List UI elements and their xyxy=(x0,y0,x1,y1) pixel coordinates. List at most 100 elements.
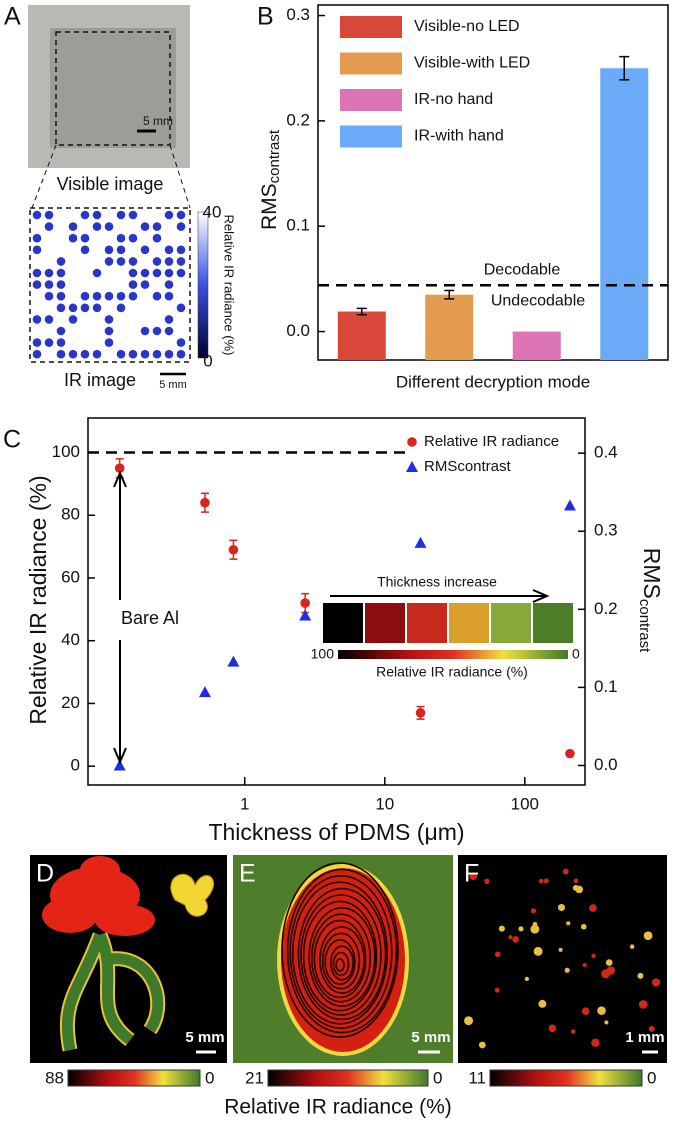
y2-tick-label: 0.3 xyxy=(594,521,618,540)
microdot xyxy=(538,878,544,884)
ridge xyxy=(286,868,398,1034)
microdot xyxy=(605,959,613,966)
ir-dot xyxy=(56,268,66,278)
microdot xyxy=(494,951,501,958)
y-axis-label: Relative IR radiance (%) xyxy=(25,475,51,724)
y2-tick-label: 0.2 xyxy=(594,599,618,618)
microdot xyxy=(533,946,543,956)
ir-dot xyxy=(92,291,102,301)
arrow xyxy=(113,470,127,600)
x-axis-label: Thickness of PDMS (μm) xyxy=(208,819,464,845)
microdot xyxy=(589,904,597,912)
bar xyxy=(425,294,474,360)
ir-dot xyxy=(104,245,114,255)
ir-dot xyxy=(80,233,90,243)
ir-dot xyxy=(56,257,66,266)
microdot xyxy=(494,987,500,993)
microdot xyxy=(581,1007,590,1015)
ir-colorbar xyxy=(197,211,209,359)
caption: Visible image xyxy=(57,174,164,194)
ir-dot xyxy=(44,291,54,301)
microdot xyxy=(524,976,530,982)
point xyxy=(414,536,427,548)
ir-dot xyxy=(32,280,42,289)
legend-label: Visible-no LED xyxy=(414,18,520,35)
ir-dot xyxy=(164,257,174,266)
ir-dot xyxy=(92,349,102,359)
ir-dot xyxy=(56,280,66,289)
ridge xyxy=(329,945,354,981)
x-axis-label: Different decryption mode xyxy=(396,372,590,391)
ir-dot xyxy=(44,222,54,231)
y-tick-label: 0.0 xyxy=(286,321,310,340)
inset-swatch xyxy=(323,603,363,643)
microdot xyxy=(580,923,587,930)
ir-dot xyxy=(56,326,66,336)
ir-dot xyxy=(128,257,138,266)
ridge xyxy=(289,874,393,1029)
microdot xyxy=(530,908,537,914)
legend-label: Visible-with LED xyxy=(414,55,530,72)
point xyxy=(563,499,576,511)
plot-frame xyxy=(317,4,669,361)
ridge xyxy=(324,938,356,985)
legend-swatch xyxy=(340,89,402,111)
microdot xyxy=(643,931,653,941)
microdot xyxy=(558,947,563,952)
colorbar-min: 0 xyxy=(205,1068,214,1087)
ir-dot xyxy=(164,268,174,278)
image-f xyxy=(458,855,667,1063)
ir-dot xyxy=(104,326,114,336)
ir-dot xyxy=(56,291,66,301)
ir-dot xyxy=(176,338,186,347)
x-tick-label: 1 xyxy=(240,794,249,813)
ir-dot xyxy=(68,315,78,324)
ridge xyxy=(335,958,345,972)
ir-dot xyxy=(32,315,42,324)
microdots xyxy=(464,868,661,1049)
y-tick-label: 40 xyxy=(61,630,80,649)
plot-frame xyxy=(87,417,586,786)
microdot xyxy=(638,1000,648,1009)
ir-dot xyxy=(44,338,54,347)
microdot xyxy=(591,1038,600,1047)
ir-dot xyxy=(44,280,54,289)
microdot xyxy=(508,935,513,940)
panel-label: F xyxy=(464,860,479,888)
microdot xyxy=(538,999,547,1008)
ir-dot xyxy=(68,349,78,359)
inset-swatch xyxy=(365,603,405,643)
colorbar-min: 0 xyxy=(647,1068,656,1087)
inset-swatch xyxy=(491,603,531,643)
x-tick-label: 10 xyxy=(375,794,394,813)
y-tick-label: 100 xyxy=(52,442,80,461)
colorbar xyxy=(489,1069,643,1087)
point xyxy=(114,463,125,473)
caption: IR image xyxy=(64,370,136,390)
microdot xyxy=(530,924,540,934)
microdot xyxy=(478,1041,486,1049)
inset-min: 0 xyxy=(572,646,580,662)
microdot xyxy=(469,872,478,881)
ridge xyxy=(297,887,387,1021)
microdot xyxy=(484,878,490,885)
point xyxy=(198,686,211,698)
point xyxy=(300,598,310,608)
ir-dot xyxy=(44,268,54,278)
legend-label: IR-no hand xyxy=(414,91,493,108)
threshold-label: Undecodable xyxy=(491,292,585,309)
legend-swatch xyxy=(340,52,402,75)
ir-dot xyxy=(104,338,114,347)
ir-dot xyxy=(92,303,102,313)
panel-label: C xyxy=(3,426,21,454)
microdot xyxy=(543,878,549,884)
microdot xyxy=(573,878,579,884)
ir-dot xyxy=(128,291,138,301)
ir-dot xyxy=(128,210,138,220)
microdot xyxy=(597,1006,606,1015)
colorbar-max: 11 xyxy=(468,1068,486,1087)
inset-colorbar xyxy=(338,650,568,659)
ir-dot xyxy=(140,280,150,289)
ir-dot xyxy=(32,210,42,220)
